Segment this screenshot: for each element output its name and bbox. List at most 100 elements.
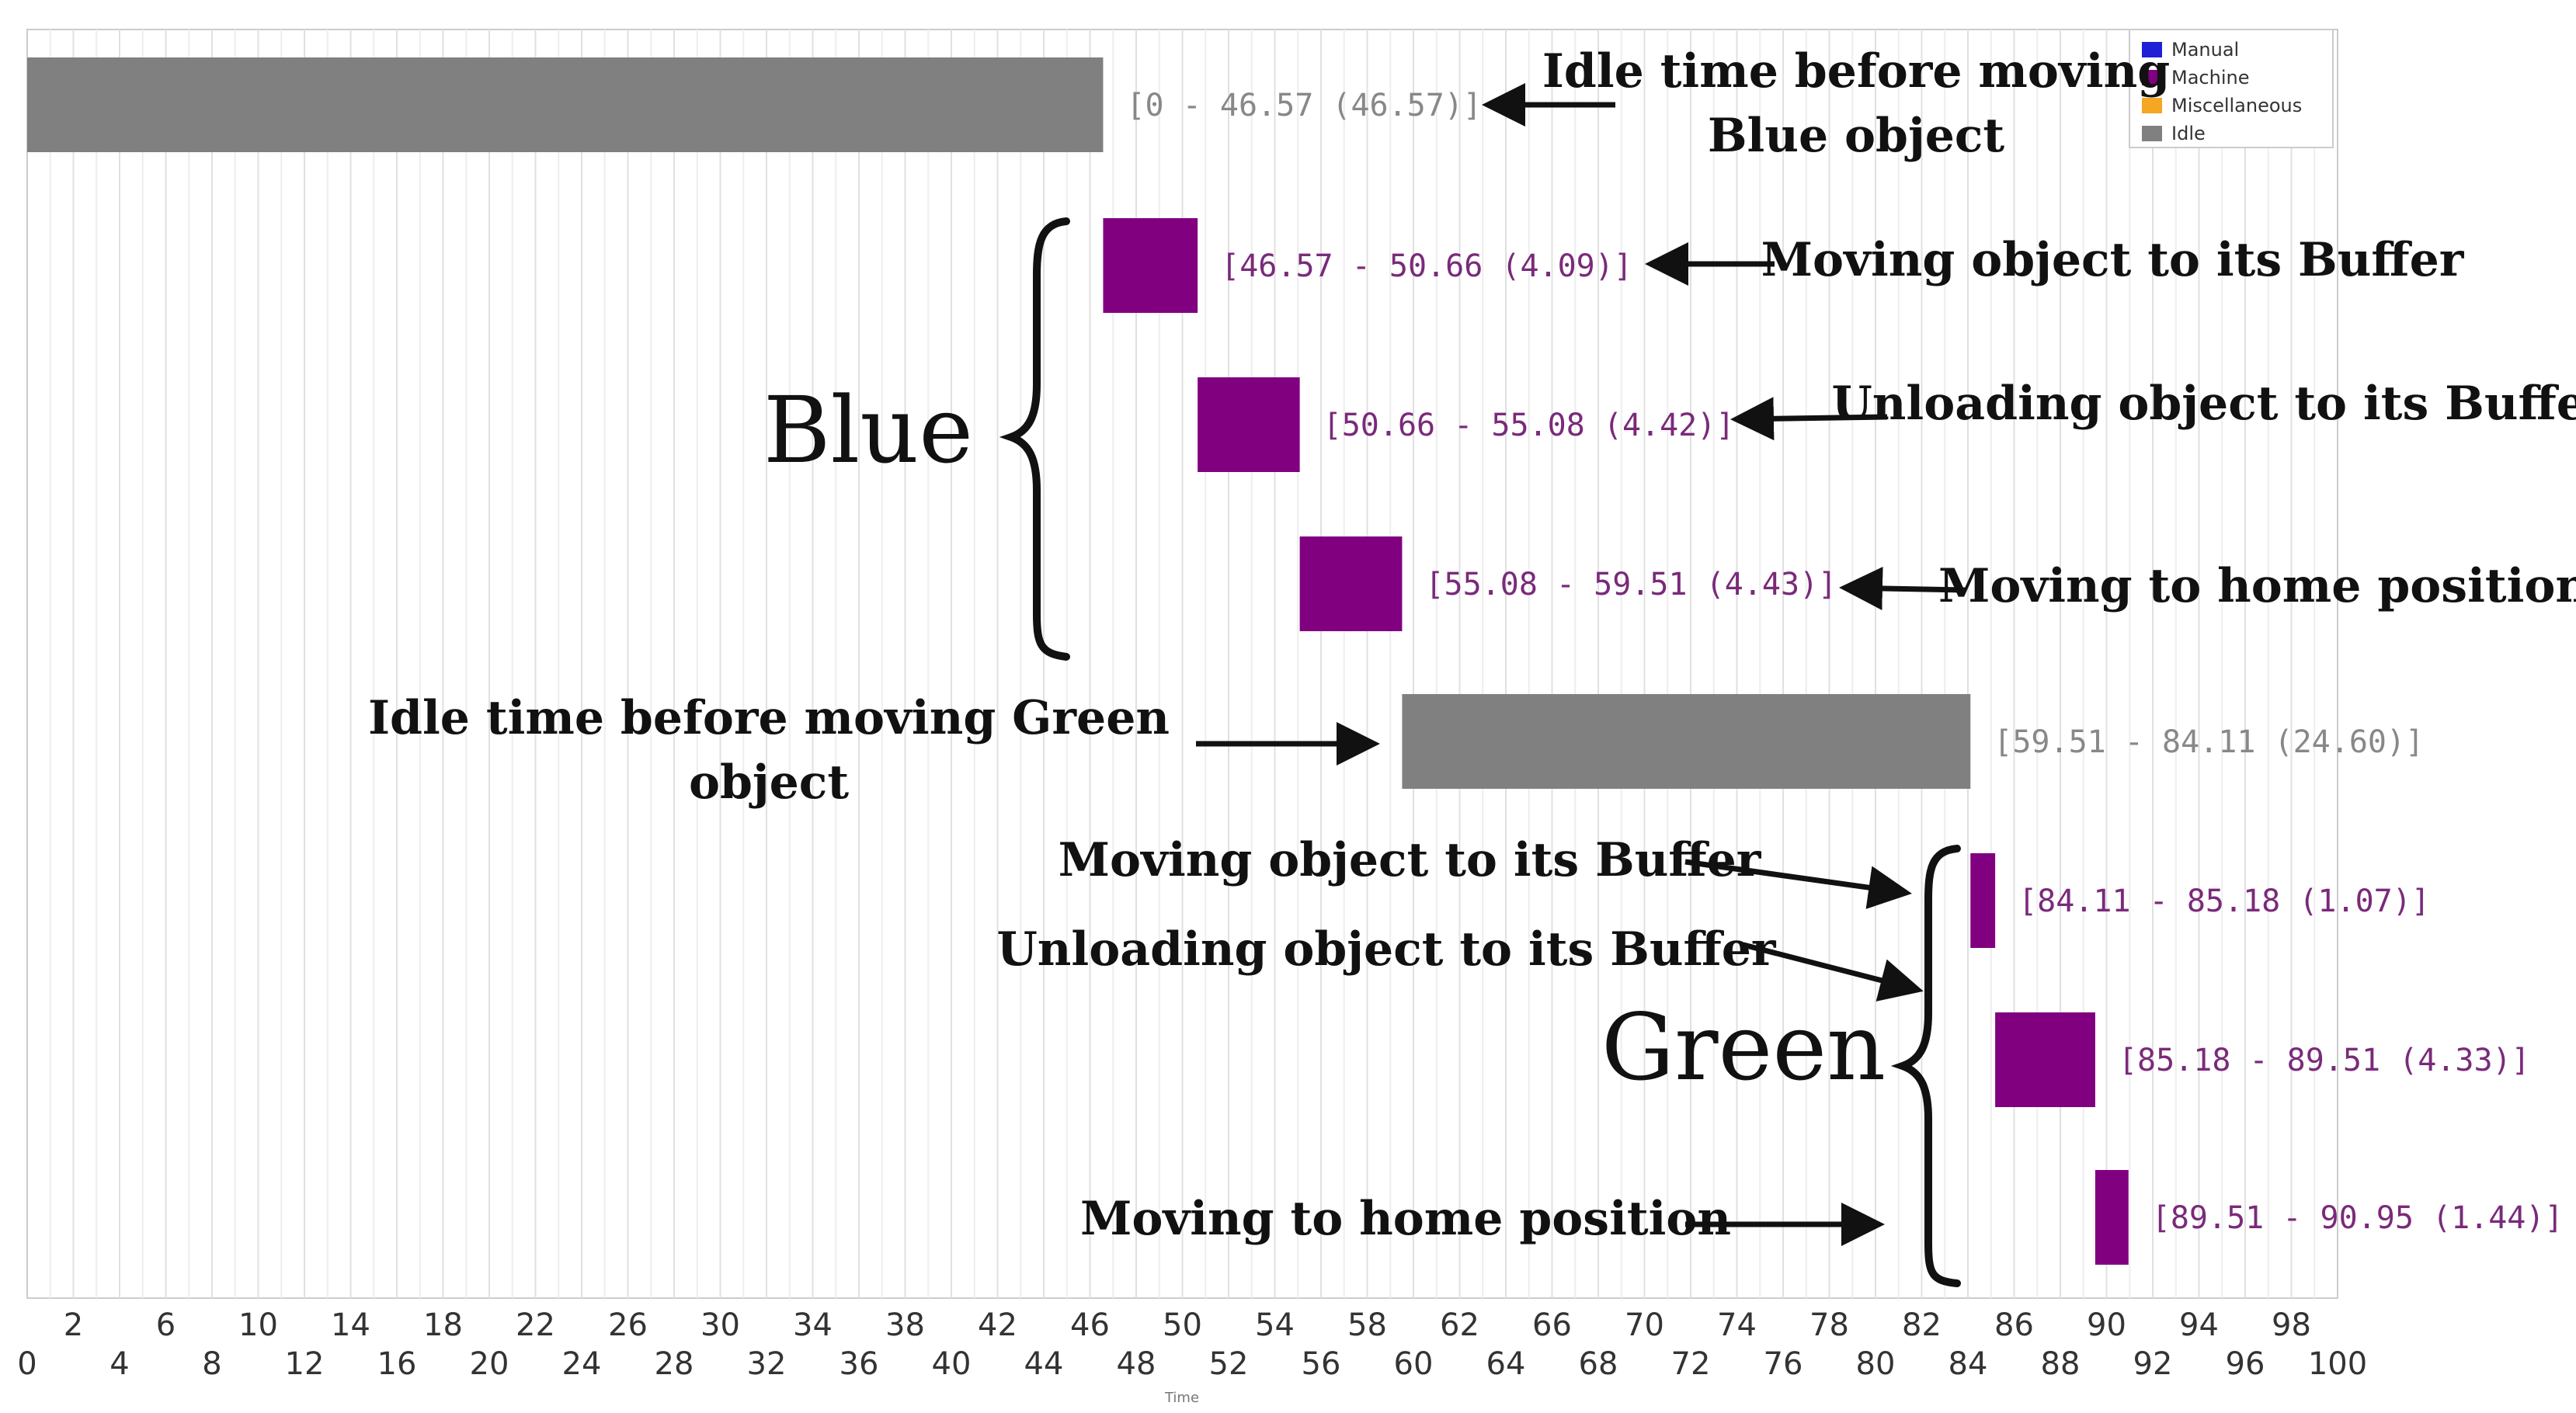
x-tick-label: 100 xyxy=(2308,1346,2367,1382)
annotation-arrow xyxy=(1839,566,1966,610)
blue-group-brace xyxy=(999,217,1070,661)
bar-machine xyxy=(1970,853,1996,948)
bars xyxy=(27,57,2129,1265)
legend-entry: Idle xyxy=(2171,123,2206,144)
x-tick-label: 62 xyxy=(1440,1307,1479,1343)
x-tick-label: 38 xyxy=(885,1307,925,1343)
legend-entry: Miscellaneous xyxy=(2171,95,2302,116)
x-axis-label: Time xyxy=(1164,1390,1199,1406)
x-tick-label: 24 xyxy=(562,1346,602,1382)
x-tick-label: 72 xyxy=(1671,1346,1711,1382)
group-label-blue: Blue xyxy=(763,377,973,484)
x-tick-label: 6 xyxy=(156,1307,176,1343)
x-tick-label: 74 xyxy=(1717,1307,1757,1343)
annotation-text: Moving object to its Buffer xyxy=(1761,233,2465,287)
group-labels: Blue Green xyxy=(763,377,1886,1101)
bar-range-label: [89.51 - 90.95 (1.44)] xyxy=(2152,1200,2564,1236)
x-tick-label: 20 xyxy=(470,1346,509,1382)
bar-range-label: [0 - 46.57 (46.57)] xyxy=(1126,88,1482,123)
annotation-text: Idle time before moving Green xyxy=(368,691,1170,745)
annotation-arrow xyxy=(1730,397,1888,441)
bar-range-labels: [0 - 46.57 (46.57)] [46.57 - 50.66 (4.09)… xyxy=(1126,88,2563,1236)
x-tick-label: 16 xyxy=(377,1346,417,1382)
group-braces xyxy=(999,217,1961,1287)
bar-idle xyxy=(27,57,1104,152)
bar-machine xyxy=(1995,1012,2095,1107)
x-tick-label: 88 xyxy=(2041,1346,2081,1382)
x-tick-label: 36 xyxy=(840,1346,879,1382)
x-tick-label: 66 xyxy=(1532,1307,1572,1343)
x-tick-label: 18 xyxy=(423,1307,463,1343)
annotation-arrow xyxy=(1743,942,1924,1002)
bar-machine xyxy=(2095,1170,2129,1265)
x-tick-label: 86 xyxy=(1994,1307,2034,1343)
x-tick-label: 84 xyxy=(1949,1346,1988,1382)
legend-swatch xyxy=(2142,126,2162,141)
x-tick-label: 28 xyxy=(655,1346,694,1382)
bar-range-label: [46.57 - 50.66 (4.09)] xyxy=(1221,248,1632,284)
bar-range-label: [55.08 - 59.51 (4.43)] xyxy=(1425,567,1837,602)
annotation-text: Unloading object to its Buffer xyxy=(1831,377,2576,431)
bar-machine xyxy=(1103,218,1198,313)
annotation-text: Moving object to its Buffer xyxy=(1059,833,1762,887)
annotation-text: object xyxy=(689,755,849,810)
x-tick-label: 82 xyxy=(1902,1307,1942,1343)
x-tick-label: 0 xyxy=(17,1346,37,1382)
green-group-brace xyxy=(1890,845,1961,1287)
x-tick-label: 48 xyxy=(1117,1346,1156,1382)
x-tick-label: 26 xyxy=(608,1307,648,1343)
bar-machine xyxy=(1198,377,1300,472)
x-tick-label: 32 xyxy=(747,1346,787,1382)
x-tick-label: 22 xyxy=(516,1307,555,1343)
x-tick-label: 90 xyxy=(2087,1307,2126,1343)
x-tick-label: 54 xyxy=(1255,1307,1295,1343)
x-tick-label: 8 xyxy=(202,1346,221,1382)
x-tick-label: 30 xyxy=(700,1307,740,1343)
bar-range-label: [50.66 - 55.08 (4.42)] xyxy=(1323,408,1735,443)
x-tick-label: 94 xyxy=(2179,1307,2219,1343)
legend-entry: Machine xyxy=(2171,67,2249,89)
x-tick-label: 50 xyxy=(1163,1307,1202,1343)
bar-range-label: [59.51 - 84.11 (24.60)] xyxy=(1994,724,2424,760)
x-tick-label: 2 xyxy=(64,1307,83,1343)
bar-machine xyxy=(1299,536,1403,631)
legend: Manual Machine Miscellaneous Idle xyxy=(2129,29,2334,148)
annotation-text: Unloading object to its Buffer xyxy=(996,922,1776,977)
x-tick-label: 60 xyxy=(1394,1346,1434,1382)
x-tick-label: 10 xyxy=(238,1307,278,1343)
legend-box xyxy=(2129,29,2334,148)
x-tick-label: 56 xyxy=(1302,1346,1341,1382)
x-tick-label: 98 xyxy=(2272,1307,2311,1343)
annotation-text: Moving to home position xyxy=(1938,559,2576,613)
legend-swatch xyxy=(2142,98,2162,113)
x-tick-label: 44 xyxy=(1024,1346,1064,1382)
group-label-green: Green xyxy=(1601,994,1886,1101)
annotation-text: Blue object xyxy=(1708,109,2005,163)
x-tick-label: 70 xyxy=(1625,1307,1664,1343)
x-tick-label: 12 xyxy=(285,1346,325,1382)
x-tick-label: 92 xyxy=(2133,1346,2173,1382)
legend-entry: Manual xyxy=(2171,39,2239,61)
bar-idle xyxy=(1402,694,1971,789)
x-tick-label: 52 xyxy=(1209,1346,1249,1382)
x-tick-label: 64 xyxy=(1486,1346,1526,1382)
x-tick-label: 96 xyxy=(2226,1346,2265,1382)
legend-swatch xyxy=(2142,42,2162,57)
x-tick-label: 80 xyxy=(1856,1346,1896,1382)
legend-swatch xyxy=(2142,70,2162,85)
x-tick-label: 42 xyxy=(978,1307,1017,1343)
x-tick-label: 4 xyxy=(110,1346,129,1382)
x-tick-label: 58 xyxy=(1347,1307,1387,1343)
x-tick-label: 46 xyxy=(1070,1307,1110,1343)
annotation-arrow xyxy=(1684,859,1912,909)
bar-range-label: [85.18 - 89.51 (4.33)] xyxy=(2119,1043,2530,1078)
x-tick-label: 14 xyxy=(331,1307,370,1343)
annotation-text: Idle time before moving xyxy=(1542,44,2170,99)
bar-range-label: [84.11 - 85.18 (1.07)] xyxy=(2018,884,2430,919)
x-tick-label: 40 xyxy=(932,1346,972,1382)
x-tick-label: 34 xyxy=(793,1307,833,1343)
x-tick-label: 68 xyxy=(1579,1346,1618,1382)
annotations: Idle time before moving Blue object Moving… xyxy=(368,44,2576,1246)
x-tick-label: 76 xyxy=(1764,1346,1803,1382)
